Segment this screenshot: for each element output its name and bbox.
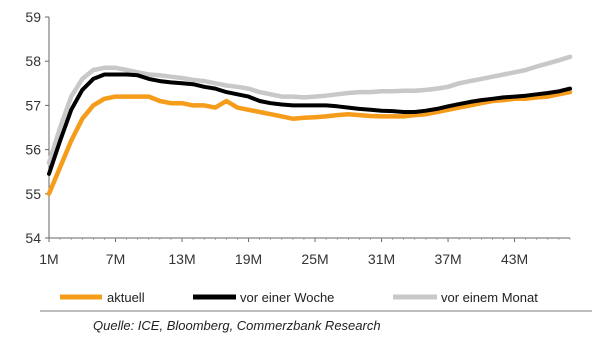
source-note: Quelle: ICE, Bloomberg, Commerzbank Rese… — [93, 318, 381, 333]
x-tick-label: 25M — [301, 251, 328, 267]
series-line-vor-einem-monat — [46, 54, 573, 166]
x-tick-label: 7M — [106, 251, 125, 267]
series-line-vor-einer-woche — [47, 72, 572, 176]
x-tick-label: 43M — [501, 251, 528, 267]
x-axis-ticks: 1M 7M 13M 19M 25M 31M 37M 43M — [39, 238, 571, 267]
x-tick-label: 19M — [235, 251, 262, 267]
y-tick-label: 58 — [25, 53, 41, 69]
legend-label-vor-einer-woche: vor einer Woche — [240, 290, 334, 305]
series-line-aktuell — [46, 89, 573, 197]
x-tick-label: 31M — [368, 251, 395, 267]
y-axis-ticks: 54 55 56 57 58 59 — [25, 9, 49, 246]
series-lines — [46, 54, 573, 197]
x-tick-label: 13M — [168, 251, 195, 267]
legend: aktuell vor einer Woche vor einem Monat — [60, 290, 538, 305]
x-tick-label: 37M — [434, 251, 461, 267]
chart-axes — [48, 17, 570, 239]
legend-label-vor-einem-monat: vor einem Monat — [441, 290, 538, 305]
y-tick-label: 54 — [25, 230, 41, 246]
legend-label-aktuell: aktuell — [107, 290, 145, 305]
y-tick-label: 59 — [25, 9, 41, 25]
x-tick-label: 1M — [39, 251, 58, 267]
y-tick-label: 55 — [25, 186, 41, 202]
y-tick-label: 56 — [25, 142, 41, 158]
y-tick-label: 57 — [25, 97, 41, 113]
